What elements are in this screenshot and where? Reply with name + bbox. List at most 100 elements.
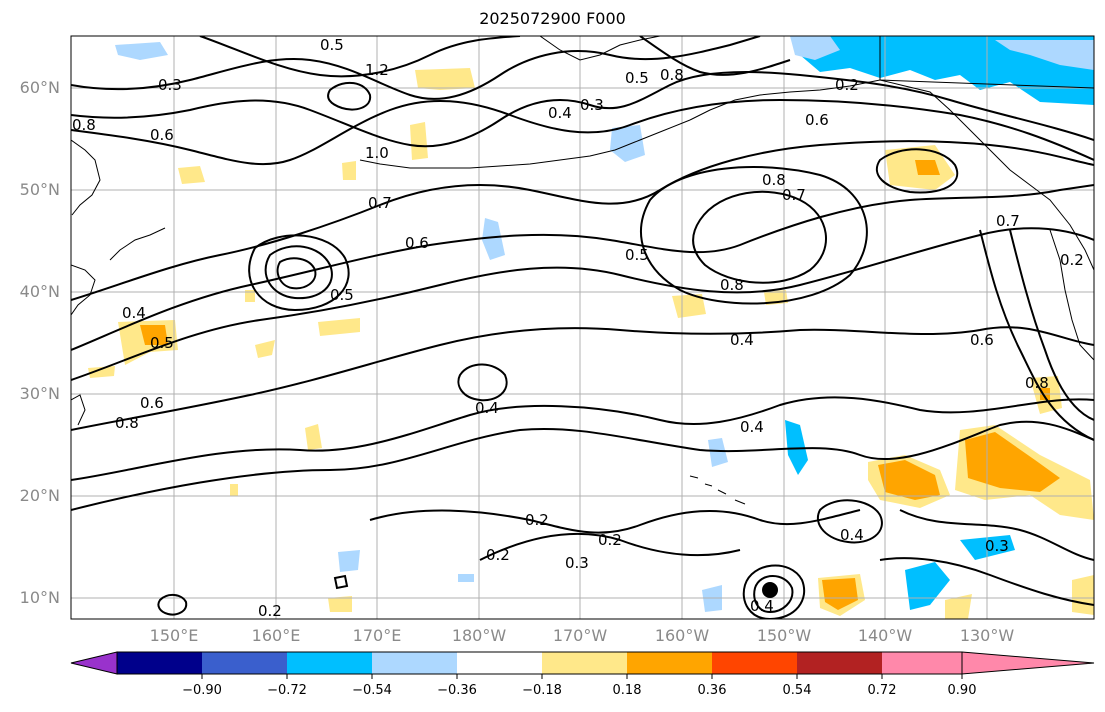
lat-label: 20°N [19,486,60,505]
shade-yellow-9 [318,318,360,336]
contour-0-4-closed-se [817,499,883,544]
lat-label: 50°N [19,180,60,199]
colorbar-segment [627,652,712,674]
contour-label: 0.5 [625,246,649,264]
contour-label: 0.2 [525,511,549,529]
shade-yellow-18 [1072,575,1094,615]
colorbar-tick-label: 0.18 [612,683,642,698]
colorbar-segment [797,652,882,674]
contour-label: 0.8 [72,116,96,134]
contour-0-6-central [71,184,1094,351]
lon-label: 150°W [756,626,812,645]
contour-0-2-lower [369,509,861,534]
lon-label: 140°W [857,626,913,645]
border-alaska-canada [879,36,1094,89]
contour-label: 0.6 [970,331,994,349]
contour-se-2 [879,557,1094,606]
lat-label: 60°N [19,78,60,97]
shade-lightblue-alaska [995,40,1094,70]
coastline-canada [1049,229,1094,361]
contour-label: 0.6 [140,394,164,412]
contour-label: 0.6 [150,126,174,144]
contour-0-7-north [71,140,1094,301]
shade-yellow-1 [415,68,475,90]
contour-label: 1.0 [365,144,389,162]
contour-label: 0.3 [158,76,182,94]
contour-0-4-central [71,326,1094,431]
lon-label: 180°W [451,626,507,645]
lon-label: 170°W [552,626,608,645]
colorbar-segment [117,652,202,674]
contour-1-2-north [199,36,521,78]
shade-yellow-4 [342,161,356,180]
contour-0-5-central [71,227,1094,381]
contour-se-1 [899,509,1094,561]
shade-yellow-17 [945,594,972,619]
colorbar-tick-label: −0.36 [437,683,477,698]
contour-label: 0.7 [368,194,392,212]
contour-0-3-south [71,396,1094,481]
contour-label: 0.3 [580,96,604,114]
gridlines [71,36,1094,619]
colorbar-segment [712,652,797,674]
shade-lightblue-mid [482,218,505,260]
coastline-aleutians [359,119,691,169]
contour-label: 0.8 [720,276,744,294]
contour-label: 0.4 [122,304,146,322]
lat-label: 30°N [19,384,60,403]
shade-lightblue-hawaii [708,438,728,467]
shade-orange-14 [878,460,940,500]
colorbar-segment [372,652,457,674]
contour-label: 0.4 [548,104,572,122]
contour-alaska-1 [639,36,791,76]
contour-0-2-south [71,420,1094,511]
contour-label: 1.2 [365,61,389,79]
coastline-kuril [109,227,166,261]
shade-orange-15 [965,432,1060,492]
lon-label: 170°E [352,626,402,645]
coastline-kamchatka [71,139,101,216]
contour-label: 0.3 [985,537,1009,555]
contour-label: 0.4 [730,331,754,349]
colorbar-segment [457,652,542,674]
contour-label: 0.7 [782,186,806,204]
contour-0-6-north [71,98,1094,166]
contour-label: 0.6 [805,111,829,129]
contour-label: 0.2 [598,531,622,549]
contour-0-8-north [71,71,1094,148]
shade-lightblue-s1 [338,550,360,572]
shade-blue-alaska [790,36,1094,105]
contour-label: 0.6 [405,234,429,252]
contour-label: 0.5 [150,334,174,352]
colorbar-tick-label: 0.54 [782,683,812,698]
coastline-arctic [539,36,661,61]
contour-0-7-closed-east [640,166,868,305]
contour-label: 0.2 [1060,251,1084,269]
shade-yellow-3 [178,166,205,184]
contour-0-9-closed-west [276,257,317,290]
contour-0-5-closed-north [327,81,372,111]
coastline-japan [71,264,96,426]
contour-0-8-closed-west [264,245,333,300]
contour-east-coast-1 [979,229,1094,441]
contour-label: 0.8 [660,66,684,84]
shade-yellow-11 [88,366,115,378]
hawaii-islands [689,475,746,505]
coastline-alaska [689,79,1094,271]
contour-0-4-closed [457,363,508,402]
colorbar-tick-label: 0.72 [867,683,897,698]
lat-label: 40°N [19,282,60,301]
contour-label: 0.5 [330,286,354,304]
colorbar-frame [116,651,963,675]
map-title: 2025072900 F000 [479,9,626,28]
colorbar-ticks [201,674,963,679]
colorbar-segment [202,652,287,674]
colorbar [70,651,1095,679]
lon-label: 150°E [149,626,199,645]
low-center-marker [762,582,778,598]
contour-label: 0.4 [740,418,764,436]
lon-label: 130°W [959,626,1015,645]
contour-0-7-closed-west [248,234,350,312]
lon-label: 160°W [654,626,710,645]
contour-label: 0.7 [996,212,1020,230]
